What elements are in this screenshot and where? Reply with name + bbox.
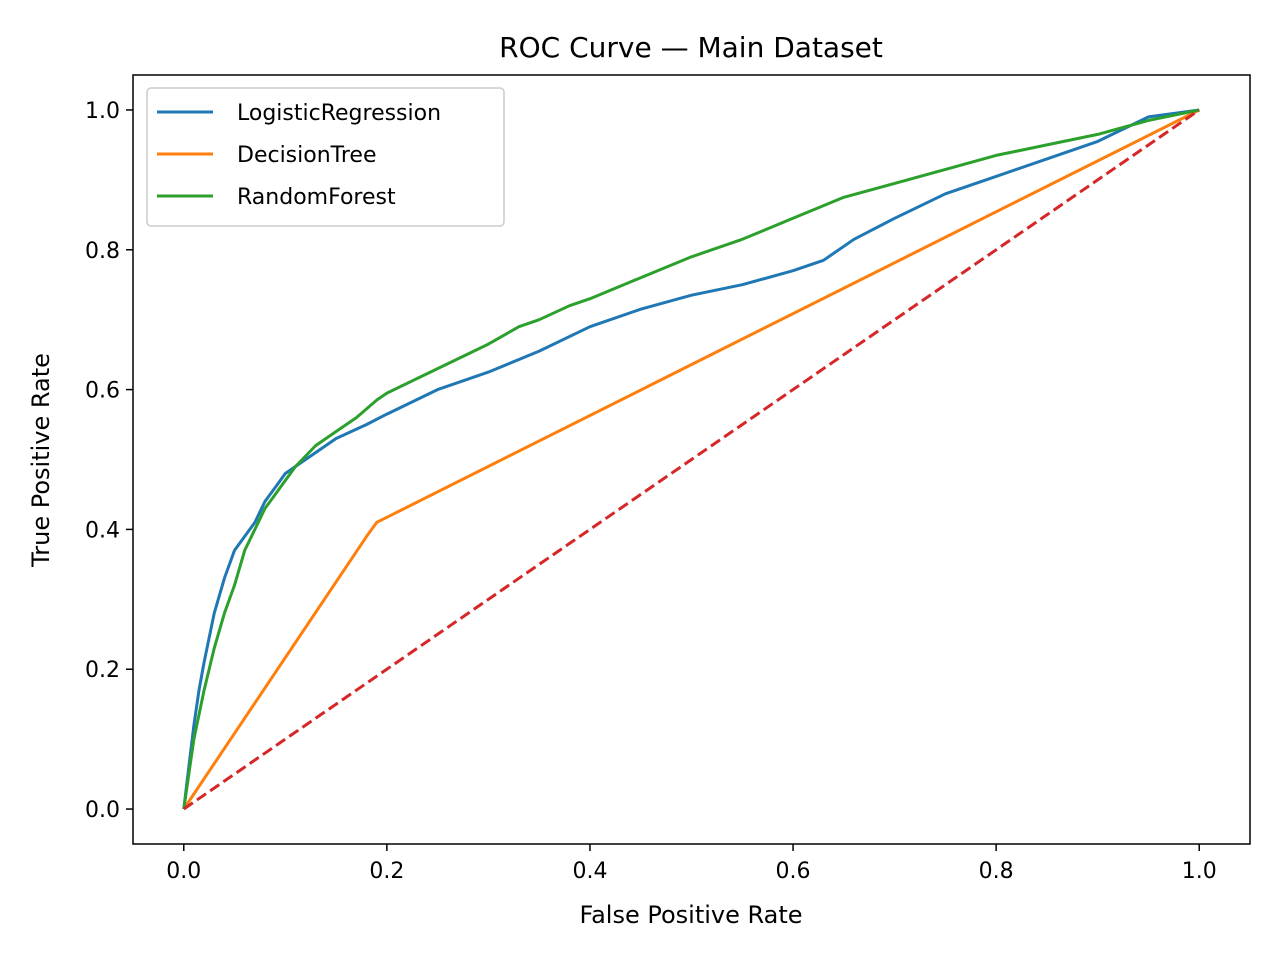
x-tick-label: 0.2 [369, 859, 404, 884]
series-line-randomforest [182, 108, 1200, 810]
legend-label: LogisticRegression [237, 101, 441, 126]
diagonal-reference-line [182, 108, 1201, 811]
x-tick-label: 0.0 [166, 859, 201, 884]
axis-ticks: 0.0 0.2 0.4 0.6 0.8 1.0 0.0 0.2 0.4 0.6 0.8 1.0 [85, 99, 1217, 884]
x-tick-label: 0.6 [776, 859, 811, 884]
x-tick-label: 1.0 [1182, 859, 1217, 884]
y-tick-label: 0.8 [85, 239, 120, 264]
x-axis-label: False Positive Rate [579, 901, 802, 929]
legend-label: RandomForest [237, 185, 396, 210]
y-tick-label: 0.2 [85, 658, 120, 683]
legend-label: DecisionTree [237, 143, 377, 168]
x-tick-label: 0.8 [979, 859, 1014, 884]
y-axis-label: True Positive Rate [27, 353, 55, 568]
series-line-decisiontree [182, 108, 1200, 810]
legend: LogisticRegression DecisionTree RandomFore… [146, 87, 505, 227]
series-line-logisticregression [182, 108, 1200, 810]
chart-title: ROC Curve — Main Dataset [499, 31, 883, 64]
y-tick-label: 0.6 [85, 379, 120, 404]
plot-series [182, 108, 1201, 811]
x-tick-label: 0.4 [572, 859, 607, 884]
y-tick-label: 0.0 [85, 798, 120, 823]
axes-frame [132, 74, 1251, 845]
y-tick-label: 1.0 [85, 99, 120, 124]
legend-box [146, 87, 505, 227]
y-tick-label: 0.4 [85, 518, 120, 543]
